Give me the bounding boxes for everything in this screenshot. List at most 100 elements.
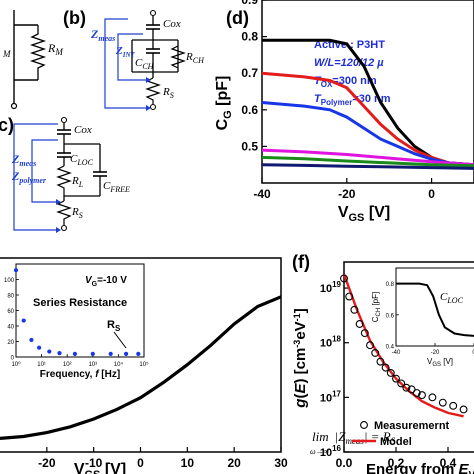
series-curve [0,295,282,440]
legend-model-label: Model [380,436,412,448]
rch-label: RCH [185,51,205,65]
inset-point [21,318,26,323]
series-magenta [261,148,474,167]
cfree-label: CFREE [103,180,130,194]
inset-y-tick-label: 0.8 [386,282,395,288]
inset-point [13,268,19,273]
measurement-point [402,383,411,392]
inset-frame [395,267,474,347]
x-axis-label: VGS [V] [74,461,126,474]
measurement-point [392,374,400,383]
rl-label: RL [71,175,84,189]
measurement-point [381,363,390,372]
rm-label: RM [47,41,63,57]
rl-resistor [56,165,72,196]
y-tick-label: 0.7 [241,66,258,80]
series-green [261,155,474,168]
cox-label: Cox [163,18,181,30]
plot-frame [0,257,282,453]
inset-x-tick-label: 0 [472,350,474,356]
cm-label: M [2,49,11,59]
inset-point [136,351,141,356]
inset-y-tick-label: 40 [7,325,14,331]
inset-series-curve [396,282,474,337]
series-blue [261,101,474,167]
inset-y-tick-label: 100 [4,278,15,284]
terminal-node [60,224,68,232]
inset-point [57,351,62,356]
inset-x-tick-label: -20 [431,350,440,356]
terminal-node [10,102,18,110]
limit-subscript: ω→∞ [310,447,330,456]
measurement-point [350,305,359,314]
inset-y-tick-label: 0 [11,356,15,362]
panel-c-label: c) [0,115,14,135]
inset-x-tick-label: 10³ [88,362,97,368]
measurement-point [345,292,354,301]
y-axis-label: CG [pF] [214,76,234,131]
measurement-point [371,348,380,357]
inset-vg-label: VG=-10 V [85,275,127,288]
inset-x-tick-label: 10⁵ [139,361,149,368]
inset-point [108,351,113,356]
zmeas-arrow [104,18,146,109]
inset-y-tick-label: 0.6 [386,313,395,319]
x-axis-label: VGS [V] [338,204,390,224]
zint-arrow [117,33,146,81]
series-navy [261,163,474,170]
x-tick-label: 0 [428,187,435,201]
inset-x-tick-label: 10⁰ [11,361,21,368]
inset-point [72,351,78,356]
zpolymer-label: Zpolymer [11,169,47,185]
zmeas-label: Zmeas [90,27,115,43]
panel-a-circuit: M RM [2,10,63,110]
y-tick-label: 1019 [320,280,342,295]
inset-point [124,351,129,356]
measurement-point [407,385,416,394]
rch-resistor [170,45,186,69]
inset-x-tick-label: 10¹ [37,362,46,368]
inset-x-tick-label: 10⁴ [114,361,124,368]
y-tick-label: 1018 [320,335,342,350]
panel-d-plot: Active : P3HT W/L=120/12 µ TOX=300 nm TP… [214,0,474,224]
terminal-node [60,116,68,124]
x-tick-label: -20 [338,187,356,201]
measurement-point [459,405,468,414]
inset-frame [15,263,145,358]
panel-b-label: (b) [63,8,86,28]
panel-b-circuit: Zmeas ZINT Cox CCH RCH RS [90,9,205,111]
legend-tox: TOX=300 nm [314,75,377,89]
x-tick-label: -40 [253,187,271,201]
y-tick-label: 0.6 [241,103,258,117]
inset-y-tick-label: 20 [7,340,14,346]
y-tick-label: 1017 [320,389,342,404]
inset-y-tick-label: 80 [7,294,14,300]
y-tick-label: 0.9 [241,0,258,7]
terminal-node [149,9,157,17]
inset-x-tick-label: -40 [392,350,401,356]
x-tick-label: 0.2 [388,456,405,470]
inset-point [90,351,95,356]
zmeas-label: Zmeas [11,152,36,168]
zpolymer-arrow [31,139,58,203]
cloc-label: CLOC [70,153,94,167]
measurement-point [397,379,406,388]
rs-resistor [145,77,161,104]
legend-measurement-label: Measuremernt [374,420,450,432]
measurement-point [418,391,426,400]
inset-x-label: Frequency, f [Hz] [40,369,120,380]
y-tick-label: 0.8 [241,30,258,44]
measurement-point [438,398,447,407]
x-tick-label: 30 [274,456,288,470]
inset-x-tick-label: 10² [63,362,72,368]
rs-resistor [56,200,72,225]
inset-y-tick-label: 0.4 [386,345,395,351]
terminal-node [149,103,157,111]
measurement-point [366,341,374,350]
x-tick-label: -10 [85,456,103,470]
measurement-point [360,329,369,338]
y-axis-label: g(E) [cm-3eV-1] [292,308,309,408]
x-tick-label: 10 [181,456,195,470]
cox-label: Cox [74,124,92,136]
